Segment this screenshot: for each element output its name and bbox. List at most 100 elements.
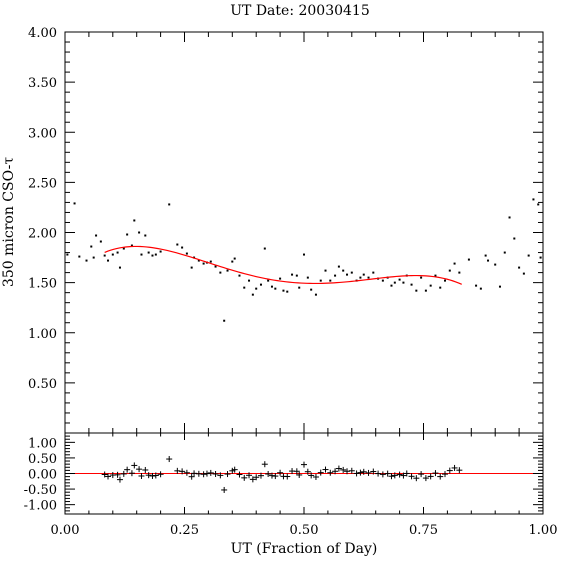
residual-point: [145, 472, 152, 479]
data-point: [126, 233, 129, 236]
residual-point: [203, 470, 210, 477]
residual-point: [183, 469, 190, 476]
data-point: [197, 259, 200, 262]
data-point: [248, 279, 251, 282]
data-point: [238, 274, 241, 277]
data-point: [381, 279, 384, 282]
residual-y-tick-label: 0.50: [28, 452, 57, 467]
residual-point: [116, 476, 123, 483]
data-point: [259, 283, 262, 286]
data-point: [263, 247, 266, 250]
residual-point: [332, 468, 339, 475]
residual-point: [128, 470, 135, 477]
residual-point: [142, 466, 149, 473]
data-point: [140, 253, 143, 256]
data-point: [513, 237, 516, 240]
residual-point: [348, 467, 355, 474]
residual-point: [413, 475, 420, 482]
residual-point: [384, 470, 391, 477]
residual-point: [114, 471, 121, 478]
x-tick-label: 0.00: [51, 523, 80, 538]
data-point: [144, 234, 147, 237]
residual-point: [231, 466, 238, 473]
data-point: [329, 279, 332, 282]
data-point: [73, 202, 76, 205]
residual-point: [166, 456, 173, 463]
residual-point: [322, 466, 329, 473]
residual-point: [241, 474, 248, 481]
residual-point: [360, 468, 367, 475]
data-point: [85, 259, 88, 262]
data-point: [508, 216, 511, 219]
data-point: [267, 279, 270, 282]
data-point: [390, 284, 393, 287]
data-point: [92, 256, 95, 259]
data-point: [226, 269, 229, 272]
main-y-tick-labels: 0.50 1.00 1.50 2.00 2.50 3.00 3.50 4.00: [28, 26, 57, 392]
residual-point: [388, 473, 395, 480]
data-point: [314, 293, 317, 296]
data-point: [518, 266, 521, 269]
data-point: [151, 254, 154, 257]
data-point: [522, 272, 525, 275]
data-point: [303, 253, 305, 256]
data-point: [291, 273, 294, 276]
residual-point: [408, 473, 415, 480]
data-point: [539, 256, 542, 259]
residual-point: [212, 470, 219, 477]
data-point: [286, 290, 289, 293]
data-point: [498, 285, 501, 288]
chart-title: UT Date: 20030415: [230, 3, 370, 19]
residual-point: [136, 466, 143, 473]
data-point: [319, 279, 322, 282]
data-point: [453, 262, 456, 265]
data-point: [310, 288, 313, 291]
residual-point: [188, 473, 195, 480]
y-tick-label: 2.50: [28, 176, 57, 191]
y-axis-label: 350 micron CSO-τ: [1, 157, 17, 287]
main-plot-panel: 0.50 1.00 1.50 2.00 2.50 3.00 3.50 4.00: [28, 26, 544, 434]
data-point: [420, 276, 423, 279]
residual-point: [379, 471, 386, 478]
y-tick-label: 1.00: [28, 327, 57, 342]
data-point: [111, 253, 114, 256]
data-point: [306, 276, 309, 279]
residual-point: [124, 466, 131, 473]
residual-point: [442, 471, 449, 478]
data-point: [78, 255, 81, 258]
y-tick-label: 4.00: [28, 26, 57, 41]
residual-ticks: [64, 432, 544, 515]
residual-y-tick-label: -1.00: [24, 499, 57, 514]
data-point: [484, 254, 487, 257]
fit-curve: [104, 245, 462, 285]
data-point: [66, 253, 69, 256]
y-tick-label: 3.50: [28, 76, 57, 91]
data-point: [337, 265, 340, 268]
data-point: [176, 243, 179, 246]
residual-point: [353, 470, 360, 477]
data-point: [159, 250, 162, 253]
data-point: [448, 269, 451, 272]
data-point: [116, 251, 119, 254]
data-point: [251, 293, 254, 296]
data-point: [202, 262, 205, 265]
residual-point: [277, 469, 284, 476]
data-point: [90, 245, 93, 248]
data-point: [214, 265, 217, 268]
data-point: [346, 273, 349, 276]
residual-point: [304, 468, 311, 475]
data-point: [359, 276, 362, 279]
data-point: [130, 244, 133, 247]
residual-point: [370, 468, 377, 475]
data-point: [122, 247, 125, 250]
data-point: [209, 260, 212, 263]
residual-point: [335, 465, 342, 472]
data-point: [324, 269, 327, 272]
data-point: [219, 271, 222, 274]
residual-point: [265, 470, 272, 477]
residual-point: [312, 473, 319, 480]
residual-point: [422, 475, 429, 482]
data-point: [467, 258, 470, 261]
x-tick-labels: 0.00 0.25 0.50 0.75 1.00: [51, 523, 558, 538]
